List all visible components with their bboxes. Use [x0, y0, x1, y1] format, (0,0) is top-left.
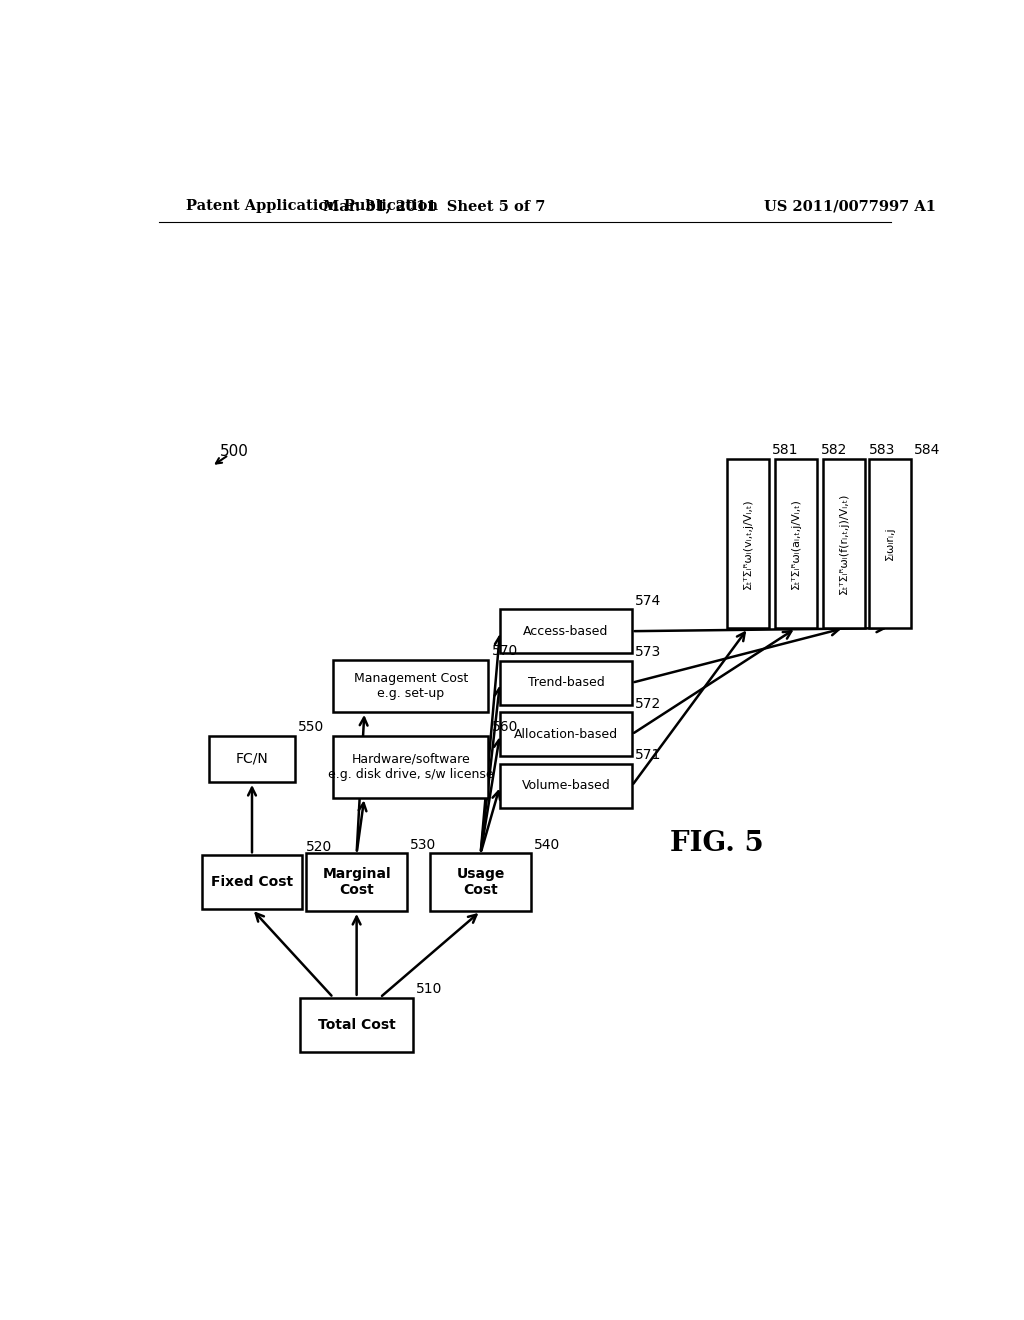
Text: 582: 582 — [820, 444, 847, 457]
Text: Access-based: Access-based — [523, 624, 608, 638]
Bar — [500, 764, 632, 808]
Bar — [868, 459, 911, 628]
Bar — [334, 660, 488, 711]
Text: 584: 584 — [914, 444, 941, 457]
Text: Allocation-based: Allocation-based — [514, 727, 617, 741]
Bar — [727, 459, 769, 628]
Text: 573: 573 — [635, 645, 662, 659]
Text: 510: 510 — [416, 982, 442, 997]
Text: Σᵢωᵢrᵢ,j: Σᵢωᵢrᵢ,j — [885, 527, 895, 560]
Text: 540: 540 — [535, 838, 560, 851]
Text: ΣₜᵀΣᵢᴿωᵢ(f(rᵢ,ₜ,j)/Vᵢ,ₜ): ΣₜᵀΣᵢᴿωᵢ(f(rᵢ,ₜ,j)/Vᵢ,ₜ) — [839, 492, 849, 594]
Text: FIG. 5: FIG. 5 — [671, 830, 764, 857]
Text: Mar. 31, 2011  Sheet 5 of 7: Mar. 31, 2011 Sheet 5 of 7 — [323, 199, 546, 213]
Bar — [209, 737, 295, 781]
Text: Fixed Cost: Fixed Cost — [211, 875, 293, 890]
Text: Trend-based: Trend-based — [527, 676, 604, 689]
Text: 574: 574 — [635, 594, 662, 607]
Text: FC/N: FC/N — [236, 752, 268, 766]
Text: 520: 520 — [305, 840, 332, 854]
Bar — [500, 713, 632, 756]
Text: 530: 530 — [410, 838, 436, 851]
Bar — [775, 459, 817, 628]
Bar — [334, 737, 488, 797]
Bar — [300, 998, 413, 1052]
Text: Usage
Cost: Usage Cost — [457, 867, 505, 898]
Text: Total Cost: Total Cost — [317, 1018, 395, 1032]
Text: 581: 581 — [772, 444, 799, 457]
Bar — [306, 853, 407, 911]
Text: 571: 571 — [635, 748, 662, 763]
Text: Hardware/software
e.g. disk drive, s/w license: Hardware/software e.g. disk drive, s/w l… — [328, 752, 494, 780]
Text: 572: 572 — [635, 697, 662, 711]
Text: ΣₜᵀΣᵢᴿωᵢ(vᵢ,ₜ,j/Vᵢ,ₜ): ΣₜᵀΣᵢᴿωᵢ(vᵢ,ₜ,j/Vᵢ,ₜ) — [743, 498, 753, 589]
Text: US 2011/0077997 A1: US 2011/0077997 A1 — [764, 199, 936, 213]
Text: Patent Application Publication: Patent Application Publication — [186, 199, 438, 213]
Text: 583: 583 — [868, 444, 895, 457]
Text: 560: 560 — [492, 721, 518, 734]
Text: 570: 570 — [492, 644, 518, 659]
Text: 550: 550 — [298, 721, 324, 734]
Text: ΣₜᵀΣᵢᴿωᵢ(aᵢ,ₜ,j/Vᵢ,ₜ): ΣₜᵀΣᵢᴿωᵢ(aᵢ,ₜ,j/Vᵢ,ₜ) — [792, 498, 801, 589]
Bar — [202, 855, 302, 909]
Text: 500: 500 — [219, 444, 249, 458]
Text: Management Cost
e.g. set-up: Management Cost e.g. set-up — [353, 672, 468, 700]
Bar — [823, 459, 865, 628]
Text: Volume-based: Volume-based — [521, 779, 610, 792]
Bar — [430, 853, 531, 911]
Bar — [500, 610, 632, 653]
Bar — [500, 661, 632, 705]
Text: Marginal
Cost: Marginal Cost — [323, 867, 391, 898]
